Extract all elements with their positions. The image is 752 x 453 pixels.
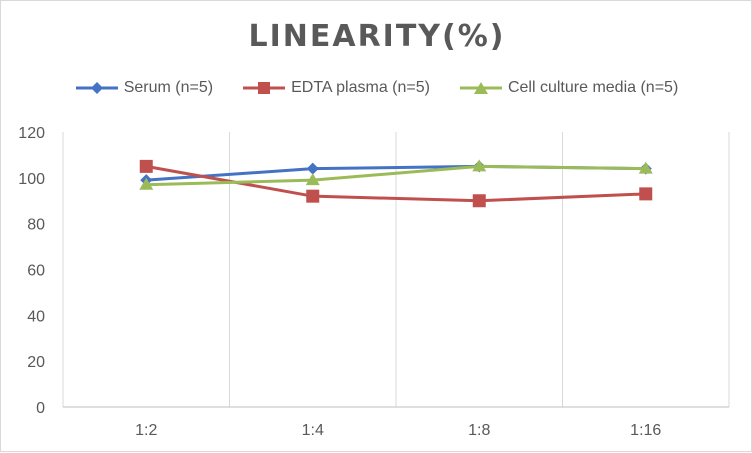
legend-item-cell-culture-media: Cell culture media (n=5) bbox=[459, 79, 679, 97]
legend-item-serum: Serum (n=5) bbox=[75, 79, 214, 97]
legend-label-edta-plasma: EDTA plasma (n=5) bbox=[291, 79, 430, 96]
legend-marker-diamond-icon bbox=[75, 82, 118, 94]
x-tick-label: 1:16 bbox=[630, 422, 661, 439]
data-point-square bbox=[639, 187, 653, 201]
legend: Serum (n=5) EDTA plasma (n=5) Cell cultu… bbox=[1, 79, 752, 97]
data-point-triangle bbox=[139, 177, 154, 190]
data-point-square bbox=[306, 189, 320, 203]
data-point-diamond bbox=[306, 162, 319, 175]
y-tick-label: 80 bbox=[27, 217, 45, 234]
y-tick-label: 0 bbox=[36, 400, 45, 417]
x-tick-label: 1:4 bbox=[302, 422, 324, 439]
data-point-square bbox=[472, 194, 486, 208]
x-tick-label: 1:8 bbox=[468, 422, 490, 439]
data-point-triangle bbox=[305, 173, 320, 186]
legend-marker-triangle-icon bbox=[459, 82, 502, 94]
legend-item-edta-plasma: EDTA plasma (n=5) bbox=[243, 79, 430, 97]
y-tick-label: 60 bbox=[27, 263, 45, 280]
y-tick-label: 40 bbox=[27, 308, 45, 325]
data-point-triangle bbox=[638, 161, 653, 174]
data-point-triangle bbox=[472, 159, 487, 172]
y-tick-label: 20 bbox=[27, 354, 45, 371]
x-tick-label: 1:2 bbox=[135, 422, 157, 439]
y-tick-label: 120 bbox=[18, 125, 45, 142]
legend-label-cell-culture-media: Cell culture media (n=5) bbox=[507, 79, 679, 96]
chart-title: LINEARITY(%) bbox=[248, 19, 506, 54]
series-line-2 bbox=[144, 164, 648, 187]
data-point-square bbox=[139, 159, 153, 173]
legend-marker-square-icon bbox=[243, 82, 286, 94]
y-tick-label: 100 bbox=[18, 171, 45, 188]
legend-label-serum: Serum (n=5) bbox=[123, 79, 214, 96]
